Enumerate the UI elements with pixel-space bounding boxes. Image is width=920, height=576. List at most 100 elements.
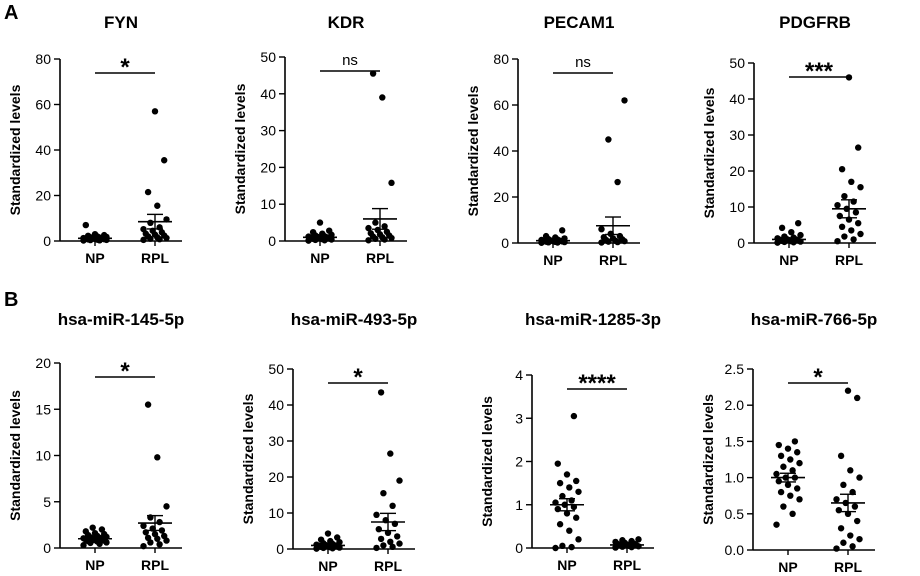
data-point	[369, 70, 377, 77]
y-tick-label: 40	[729, 91, 745, 107]
data-point	[140, 522, 147, 529]
chart-title: PECAM1	[544, 13, 615, 32]
y-tick-label: 1.5	[725, 433, 745, 449]
data-point	[151, 530, 159, 538]
chart-title: hsa-miR-493-5p	[291, 310, 418, 329]
chart-1: FYN 0 20 40 60 80 Standardized levels NP RPL *	[7, 13, 182, 266]
data-point	[838, 166, 846, 173]
data-point	[780, 463, 787, 470]
significance-marker: *	[353, 364, 363, 391]
y-tick-label: 80	[35, 51, 51, 67]
data-point	[575, 488, 582, 495]
data-point	[89, 524, 96, 531]
data-point	[575, 536, 582, 543]
data-point	[161, 157, 168, 164]
data-point	[833, 545, 840, 552]
data-point	[834, 202, 841, 209]
chart-title: hsa-miR-1285-3p	[525, 310, 661, 329]
data-point	[552, 234, 559, 241]
data-point	[833, 496, 840, 503]
data-point	[559, 542, 566, 550]
data-point	[841, 233, 848, 240]
data-point	[847, 467, 854, 474]
data-point	[850, 236, 857, 243]
data-point	[82, 221, 90, 229]
y-tick-label: 20	[729, 163, 745, 179]
data-point	[614, 178, 621, 186]
data-point	[144, 401, 152, 408]
x-tick-label-np: NP	[85, 557, 104, 573]
data-point	[387, 450, 394, 457]
data-point	[91, 230, 99, 238]
data-point	[568, 543, 575, 551]
data-point	[144, 188, 152, 196]
y-tick-label: 5	[43, 494, 51, 510]
x-tick-label-np: NP	[85, 250, 104, 266]
x-tick-label-rpl: RPL	[374, 558, 402, 574]
y-tick-label: 0	[515, 540, 523, 556]
y-tick-label: 60	[35, 97, 51, 113]
y-axis-label: Standardized levels	[479, 396, 495, 527]
y-axis-label: Standardized levels	[240, 393, 256, 524]
x-tick-label-np: NP	[778, 559, 797, 575]
y-tick-label: 3	[515, 410, 523, 426]
data-point	[156, 518, 163, 526]
y-tick-label: 0	[737, 235, 745, 251]
data-point	[396, 540, 403, 547]
data-point	[834, 238, 841, 245]
y-tick-label: 2	[515, 454, 523, 470]
data-point	[80, 542, 87, 549]
data-point	[379, 94, 386, 101]
data-point	[854, 394, 861, 402]
data-point	[316, 219, 324, 226]
chart-7: hsa-miR-1285-3p 0 1 2 3 4 Standardized levels N…	[479, 310, 661, 573]
chart-2: KDR 0 10 20 30 40 50 Standardized levels NP RPL ns	[232, 13, 407, 266]
data-point	[380, 542, 387, 549]
y-axis-label: Standardized levels	[7, 390, 23, 521]
y-tick-label: 10	[268, 505, 284, 521]
y-tick-label: 80	[493, 51, 509, 67]
data-point	[389, 543, 396, 551]
y-tick-label: 1.0	[725, 470, 745, 486]
data-point	[367, 230, 374, 237]
data-point	[154, 454, 161, 461]
data-point	[856, 474, 863, 481]
data-point	[556, 521, 564, 528]
data-point	[794, 449, 801, 456]
data-point	[573, 514, 580, 521]
significance-marker: ***	[805, 58, 834, 85]
data-point	[327, 537, 334, 545]
data-point	[773, 521, 780, 528]
data-point	[855, 220, 862, 227]
data-point	[373, 511, 380, 518]
y-tick-label: 0.5	[725, 506, 745, 522]
data-point	[91, 530, 99, 537]
chart-title: hsa-miR-145-5p	[58, 310, 185, 329]
y-tick-label: 30	[729, 127, 745, 143]
panel-label-b: B	[4, 289, 19, 311]
data-point	[326, 227, 333, 234]
y-tick-label: 60	[493, 97, 509, 113]
x-tick-label-np: NP	[318, 558, 337, 574]
data-point	[847, 532, 854, 539]
data-point	[389, 502, 396, 509]
y-tick-label: 0	[276, 541, 284, 557]
x-tick-label-rpl: RPL	[835, 252, 863, 268]
x-tick-label-np: NP	[543, 252, 562, 268]
data-point	[777, 488, 785, 496]
y-tick-label: 40	[493, 143, 509, 159]
x-tick-label-rpl: RPL	[141, 250, 169, 266]
data-point	[161, 532, 168, 540]
data-point	[840, 539, 847, 546]
data-point	[784, 481, 792, 489]
data-point	[566, 484, 573, 491]
data-point	[140, 225, 147, 233]
data-point	[556, 479, 564, 487]
data-point	[82, 528, 90, 535]
data-point	[144, 534, 152, 542]
data-point	[619, 537, 626, 544]
chart-title: KDR	[328, 13, 365, 32]
data-point	[365, 237, 372, 244]
x-tick-label-np: NP	[310, 250, 329, 266]
chart-5: hsa-miR-145-5p 0 5 10 15 20 Standardized level…	[7, 310, 184, 573]
